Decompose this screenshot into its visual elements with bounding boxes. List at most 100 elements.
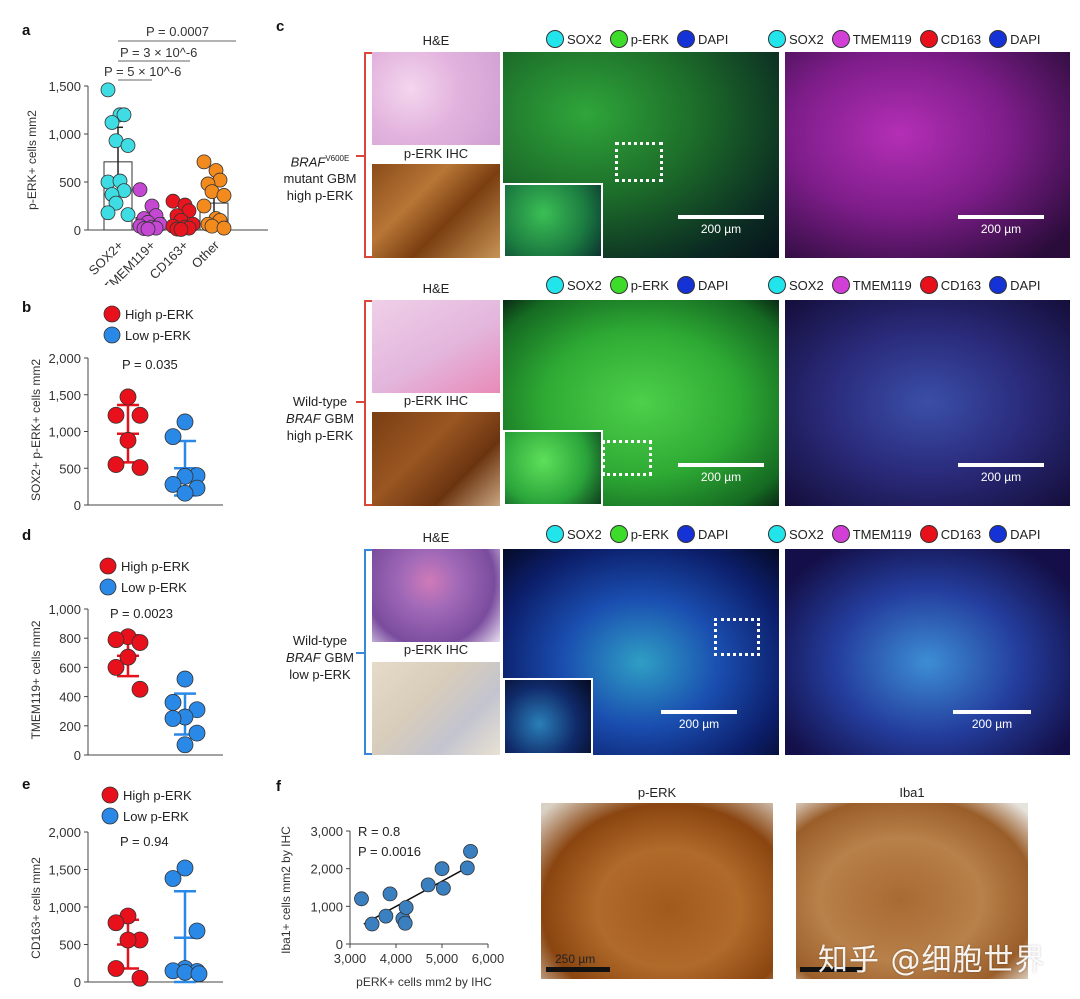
scale-label: 200 µm: [678, 717, 720, 731]
dapi-swatch-icon: [989, 525, 1008, 543]
ihc-image-row3: [372, 662, 500, 755]
scale-label: 200 µm: [980, 470, 1022, 484]
svg-text:1,000: 1,000: [48, 602, 81, 617]
svg-text:High p-ERK: High p-ERK: [123, 788, 192, 803]
row-label-gene: BRAF: [286, 650, 321, 665]
svg-text:400: 400: [59, 690, 81, 705]
scale-bar: [678, 463, 764, 467]
legend-fluor-right-row3: SOX2 TMEM119 CD163 DAPI: [760, 525, 1041, 543]
legend-fluor-left-row3: SOX2 p-ERK DAPI: [538, 525, 728, 543]
svg-text:1,000: 1,000: [48, 900, 81, 915]
svg-text:P = 3 × 10^-6: P = 3 × 10^-6: [120, 45, 197, 60]
panel-letter-e: e: [22, 776, 31, 793]
cd163-swatch-icon: [919, 30, 938, 48]
sox2-swatch-icon: [768, 525, 786, 543]
row-label-line1: Wild-type: [292, 633, 348, 648]
svg-text:1,500: 1,500: [48, 79, 81, 94]
row-bracket-red: [364, 300, 372, 506]
svg-text:500: 500: [59, 175, 81, 190]
watermark-text: 知乎 @细胞世界: [818, 943, 1046, 978]
panel-letter-d: d: [22, 527, 32, 544]
chart-f-scatter: 0 1,000 2,000 3,000 3,000 4,000 5,000 6,000 pERK…: [279, 824, 504, 989]
sox2-swatch-icon: [768, 30, 786, 48]
he-image-row2: [372, 300, 500, 393]
chart-b-scatter: High p-ERK Low p-ERK 0 500 1,000 1,500 2,000 SO…: [29, 305, 223, 513]
scale-bar: [958, 215, 1044, 219]
scale-label: 200 µm: [980, 222, 1022, 236]
cd163-swatch-icon: [919, 276, 938, 294]
legend-label: p-ERK: [630, 277, 669, 293]
ihc-label: p-ERK IHC: [403, 146, 469, 161]
row-label-braf-mutant: BRAFV600E mutant GBM high p-ERK: [265, 150, 375, 204]
legend-label: p-ERK: [630, 31, 669, 47]
legend-label: SOX2: [789, 31, 824, 47]
svg-text:Low p-ERK: Low p-ERK: [121, 580, 187, 595]
scale-bar: [958, 463, 1044, 467]
scale-bar-black: [800, 967, 862, 972]
scale-label-250: 250 µm: [555, 952, 596, 966]
zoom-inset-row2: [503, 430, 603, 506]
panel-letter-c: c: [276, 18, 285, 35]
he-image-row3: [372, 549, 500, 642]
row-label-wt-high: Wild-type BRAF GBM high p-ERK: [265, 393, 375, 444]
svg-text:SOX2+ p-ERK+ cells mm2: SOX2+ p-ERK+ cells mm2: [29, 359, 43, 501]
legend-fluor-left-row2: SOX2 p-ERK DAPI: [538, 276, 728, 294]
row-label-sup: V600E: [325, 154, 350, 163]
dapi-swatch-icon: [989, 30, 1008, 48]
ihc-iba1-image: [796, 803, 1028, 979]
sox2-swatch-icon: [768, 276, 786, 294]
legend-label: SOX2: [567, 277, 602, 293]
svg-text:P = 0.035: P = 0.035: [122, 357, 178, 372]
svg-text:1,500: 1,500: [48, 388, 81, 403]
svg-text:Low p-ERK: Low p-ERK: [125, 328, 191, 343]
svg-text:High p-ERK: High p-ERK: [125, 307, 194, 322]
row-label-gene: BRAF: [286, 411, 321, 426]
row-label-wt-low: Wild-type BRAF GBM low p-ERK: [265, 632, 375, 683]
legend-label: DAPI: [1010, 526, 1041, 542]
legend-label: SOX2: [789, 277, 824, 293]
row-bracket-tick: [356, 401, 364, 403]
panel-letter-b: b: [22, 299, 32, 316]
svg-text:TMEM119+ cells mm2: TMEM119+ cells mm2: [29, 620, 43, 739]
legend-fluor-right-row2: SOX2 TMEM119 CD163 DAPI: [760, 276, 1041, 294]
row-label-line2: mutant GBM: [283, 171, 357, 187]
svg-text:P = 0.0023: P = 0.0023: [110, 606, 173, 621]
scale-bar: [661, 710, 737, 714]
svg-text:P = 0.94: P = 0.94: [120, 834, 169, 849]
dapi-swatch-icon: [676, 525, 695, 543]
legend-label: p-ERK: [630, 526, 669, 542]
row-label-line3: high p-ERK: [286, 428, 354, 443]
legend-label: DAPI: [697, 526, 729, 542]
fluor-image-row2-right: [785, 300, 1070, 506]
svg-text:2,000: 2,000: [310, 862, 343, 877]
zoom-inset-row3: [503, 678, 593, 755]
svg-text:1,000: 1,000: [310, 899, 343, 914]
svg-text:P = 0.0016: P = 0.0016: [358, 844, 421, 859]
panel-letter-a: a: [22, 22, 31, 39]
svg-text:5,000: 5,000: [426, 951, 459, 966]
legend-label: DAPI: [697, 31, 729, 47]
chart-d-scatter: High p-ERK Low p-ERK 0 200 400 600 800 1,000 TME…: [29, 557, 223, 763]
legend-label: SOX2: [789, 526, 824, 542]
sox2-swatch-icon: [546, 30, 564, 48]
legend-label: DAPI: [697, 277, 729, 293]
he-image-row1: [372, 52, 500, 145]
perk-swatch-icon: [609, 276, 628, 294]
zoom-region-row1: [615, 142, 663, 182]
row-label-line2: GBM: [320, 650, 354, 665]
ihc-label: p-ERK IHC: [403, 393, 469, 408]
row-bracket-red: [364, 52, 372, 258]
row-bracket-blue: [364, 549, 372, 755]
svg-text:High p-ERK: High p-ERK: [121, 559, 190, 574]
he-label: H&E: [422, 281, 450, 296]
legend-label: DAPI: [1010, 277, 1041, 293]
dapi-swatch-icon: [676, 30, 695, 48]
scale-label: 200 µm: [700, 470, 742, 484]
svg-text:2,000: 2,000: [48, 825, 81, 840]
legend-fluor-right-row1: SOX2 TMEM119 CD163 DAPI: [760, 30, 1041, 48]
panel-letter-f: f: [276, 778, 281, 795]
dapi-swatch-icon: [989, 276, 1008, 294]
he-label: H&E: [422, 530, 450, 545]
tmem119-swatch-icon: [831, 276, 850, 294]
